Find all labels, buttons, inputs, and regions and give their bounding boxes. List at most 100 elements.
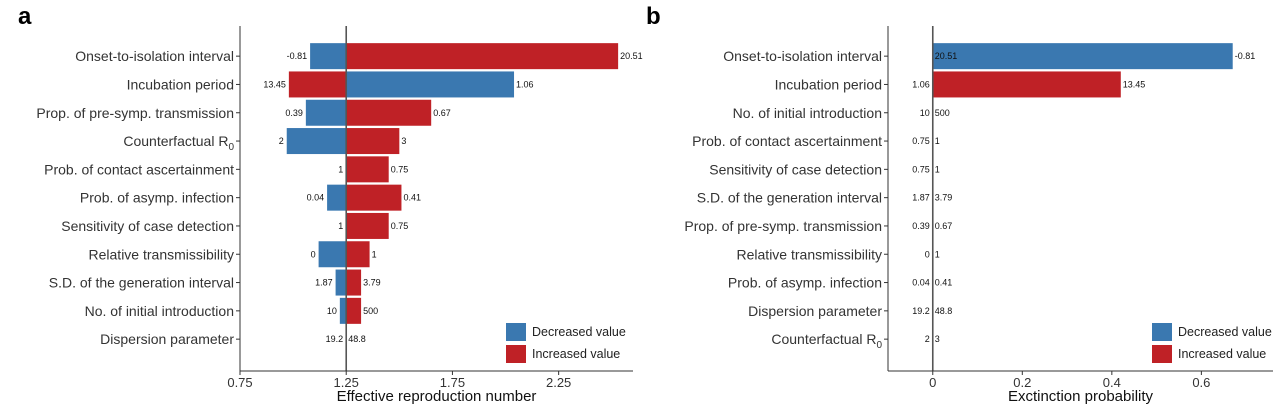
x-tick-label: 0.75 — [227, 375, 252, 390]
bar-increased — [346, 128, 400, 155]
data-label: 500 — [935, 108, 950, 118]
legend-swatch — [1152, 323, 1172, 341]
data-label: 0.39 — [285, 108, 303, 118]
data-label: 1 — [935, 249, 940, 259]
x-tick-label: 2.25 — [546, 375, 571, 390]
data-label: 1 — [338, 221, 343, 231]
data-label: 13.45 — [1123, 79, 1146, 89]
y-tick-label: Sensitivity of case detection — [709, 161, 882, 177]
bar-decreased — [339, 297, 347, 324]
data-label: 10 — [327, 306, 337, 316]
data-label: 0.67 — [433, 108, 451, 118]
data-label: 0.04 — [912, 278, 930, 288]
data-label: 19.2 — [912, 306, 930, 316]
bar-increased — [346, 156, 389, 183]
legend-swatch — [506, 345, 526, 363]
data-label: 2 — [925, 334, 930, 344]
bar-increased — [346, 241, 370, 268]
panel-b: b -0.81 20.51 Onset-to-isolation interval 1.… — [646, 3, 1273, 405]
x-tick-label: 0.4 — [1103, 375, 1121, 390]
y-tick-label: No. of initial introduction — [85, 303, 234, 319]
y-tick-label: Dispersion parameter — [100, 331, 234, 347]
data-label: 13.45 — [263, 79, 286, 89]
y-tick-label: Counterfactual R0 — [771, 331, 882, 351]
y-tick-label: Incubation period — [127, 76, 234, 92]
bar-increased — [346, 99, 432, 126]
x-axis-label: Exctinction probability — [1008, 388, 1154, 405]
y-tick-label: Relative transmissibility — [89, 246, 234, 262]
data-label: 0 — [311, 249, 316, 259]
y-tick-label: Prob. of asymp. infection — [80, 190, 234, 206]
data-label: 48.8 — [935, 306, 953, 316]
data-label: 0.39 — [912, 221, 930, 231]
y-tick-label: Prob. of contact ascertainment — [692, 133, 882, 149]
data-label: 0 — [925, 249, 930, 259]
data-label: -0.81 — [287, 51, 308, 61]
data-label: 0.67 — [935, 221, 953, 231]
data-label: 1 — [372, 249, 377, 259]
y-tick-label: S.D. of the generation interval — [697, 190, 882, 206]
bar-increased — [346, 269, 362, 296]
data-label: 20.51 — [935, 51, 958, 61]
y-tick-label: Dispersion parameter — [748, 303, 882, 319]
bar-decreased — [318, 241, 347, 268]
y-tick-label: Sensitivity of case detection — [61, 218, 234, 234]
bar-increased — [932, 71, 1121, 98]
legend-swatch — [506, 323, 526, 341]
legend-label: Decreased value — [1178, 325, 1272, 339]
x-tick-label: 1.75 — [440, 375, 465, 390]
bar-decreased — [346, 71, 515, 98]
legend-label: Decreased value — [532, 325, 626, 339]
bar-decreased — [310, 43, 347, 70]
y-tick-label: Prob. of asymp. infection — [728, 275, 882, 291]
data-label: 1.87 — [315, 278, 333, 288]
data-label: 0.75 — [912, 136, 930, 146]
y-tick-label: Relative transmissibility — [737, 246, 882, 262]
y-tick-label: Prop. of pre-symp. transmission — [684, 218, 882, 234]
data-label: 48.8 — [348, 334, 366, 344]
legend-label: Increased value — [532, 347, 620, 361]
data-label: 20.51 — [620, 51, 643, 61]
data-label: 3.79 — [935, 193, 953, 203]
data-label: 3.79 — [363, 278, 381, 288]
data-label: 1.87 — [912, 193, 930, 203]
data-label: 2 — [279, 136, 284, 146]
legend-swatch — [1152, 345, 1172, 363]
bar-increased — [346, 297, 362, 324]
x-tick-label: 0.2 — [1013, 375, 1031, 390]
bar-increased — [346, 184, 402, 211]
x-tick-label: 1.25 — [334, 375, 359, 390]
y-tick-label: Prob. of contact ascertainment — [44, 161, 234, 177]
y-tick-label: Onset-to-isolation interval — [75, 48, 234, 64]
data-label: 500 — [363, 306, 378, 316]
data-label: 0.75 — [391, 221, 409, 231]
y-tick-label: S.D. of the generation interval — [49, 275, 234, 291]
y-tick-label: Prop. of pre-symp. transmission — [36, 105, 234, 121]
data-label: 1.06 — [912, 79, 930, 89]
x-tick-label: 0.6 — [1192, 375, 1210, 390]
data-label: 1.06 — [516, 79, 534, 89]
data-label: 0.75 — [912, 164, 930, 174]
data-label: 0.04 — [307, 193, 325, 203]
bar-increased — [288, 71, 347, 98]
x-axis-label: Effective reproduction number — [337, 388, 537, 405]
bar-increased — [346, 43, 619, 70]
data-label: 3 — [935, 334, 940, 344]
data-label: 19.2 — [326, 334, 344, 344]
bar-increased — [346, 212, 389, 239]
bar-decreased — [286, 128, 347, 155]
data-label: 1 — [935, 164, 940, 174]
data-label: 10 — [920, 108, 930, 118]
x-tick-label: 0 — [929, 375, 936, 390]
panel-label: a — [18, 3, 32, 30]
data-label: 0.41 — [403, 193, 421, 203]
y-tick-label: Incubation period — [775, 76, 882, 92]
data-label: 1 — [935, 136, 940, 146]
bar-decreased — [335, 269, 347, 296]
panel-label: b — [646, 3, 661, 30]
data-label: 3 — [401, 136, 406, 146]
y-tick-label: No. of initial introduction — [733, 105, 882, 121]
legend-label: Increased value — [1178, 347, 1266, 361]
y-tick-label: Counterfactual R0 — [123, 133, 234, 153]
